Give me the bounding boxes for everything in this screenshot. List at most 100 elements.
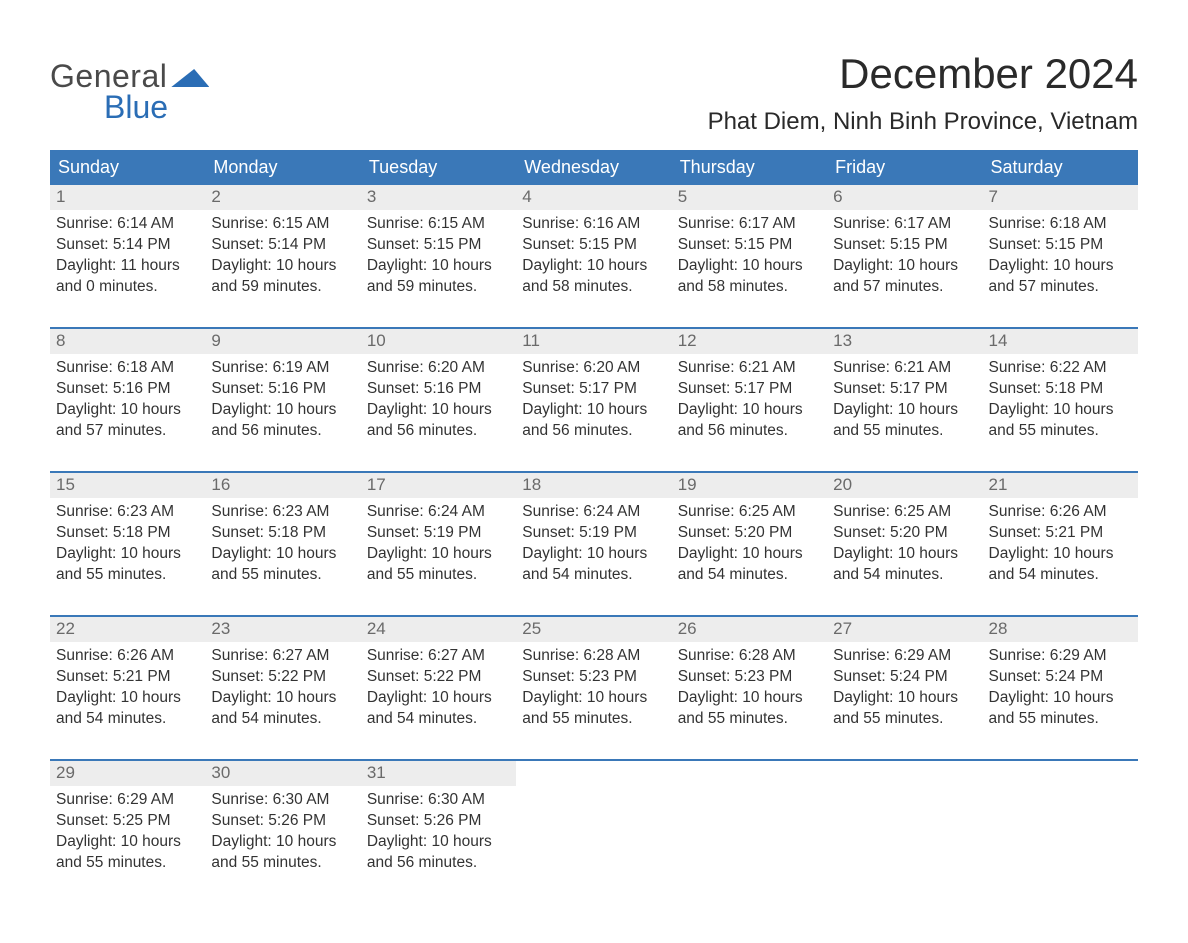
day-cell: 15Sunrise: 6:23 AMSunset: 5:18 PMDayligh…	[50, 473, 205, 591]
day-cell: 26Sunrise: 6:28 AMSunset: 5:23 PMDayligh…	[672, 617, 827, 735]
dow-thursday: Thursday	[672, 150, 827, 185]
day-number: 27	[827, 617, 982, 642]
day-cell: 12Sunrise: 6:21 AMSunset: 5:17 PMDayligh…	[672, 329, 827, 447]
day-cell: 4Sunrise: 6:16 AMSunset: 5:15 PMDaylight…	[516, 185, 671, 303]
day-details: Sunrise: 6:28 AMSunset: 5:23 PMDaylight:…	[672, 642, 827, 734]
day-number: 14	[983, 329, 1138, 354]
day-cell: 16Sunrise: 6:23 AMSunset: 5:18 PMDayligh…	[205, 473, 360, 591]
day-cell: 9Sunrise: 6:19 AMSunset: 5:16 PMDaylight…	[205, 329, 360, 447]
day-details: Sunrise: 6:14 AMSunset: 5:14 PMDaylight:…	[50, 210, 205, 302]
week-row: 22Sunrise: 6:26 AMSunset: 5:21 PMDayligh…	[50, 615, 1138, 735]
day-cell: 2Sunrise: 6:15 AMSunset: 5:14 PMDaylight…	[205, 185, 360, 303]
day-cell: 21Sunrise: 6:26 AMSunset: 5:21 PMDayligh…	[983, 473, 1138, 591]
day-cell: 5Sunrise: 6:17 AMSunset: 5:15 PMDaylight…	[672, 185, 827, 303]
day-number: 11	[516, 329, 671, 354]
day-cell: 6Sunrise: 6:17 AMSunset: 5:15 PMDaylight…	[827, 185, 982, 303]
day-cell: 23Sunrise: 6:27 AMSunset: 5:22 PMDayligh…	[205, 617, 360, 735]
day-details: Sunrise: 6:29 AMSunset: 5:24 PMDaylight:…	[827, 642, 982, 734]
empty-day-cell	[827, 761, 982, 879]
header: General Blue December 2024 Phat Diem, Ni…	[50, 50, 1138, 136]
day-cell: 8Sunrise: 6:18 AMSunset: 5:16 PMDaylight…	[50, 329, 205, 447]
day-details: Sunrise: 6:23 AMSunset: 5:18 PMDaylight:…	[50, 498, 205, 590]
day-details: Sunrise: 6:19 AMSunset: 5:16 PMDaylight:…	[205, 354, 360, 446]
day-cell: 10Sunrise: 6:20 AMSunset: 5:16 PMDayligh…	[361, 329, 516, 447]
empty-day-cell	[983, 761, 1138, 879]
day-of-week-header: SundayMondayTuesdayWednesdayThursdayFrid…	[50, 150, 1138, 185]
day-details: Sunrise: 6:22 AMSunset: 5:18 PMDaylight:…	[983, 354, 1138, 446]
day-number: 8	[50, 329, 205, 354]
day-cell: 19Sunrise: 6:25 AMSunset: 5:20 PMDayligh…	[672, 473, 827, 591]
day-details: Sunrise: 6:16 AMSunset: 5:15 PMDaylight:…	[516, 210, 671, 302]
week-row: 1Sunrise: 6:14 AMSunset: 5:14 PMDaylight…	[50, 185, 1138, 303]
dow-wednesday: Wednesday	[516, 150, 671, 185]
day-cell: 27Sunrise: 6:29 AMSunset: 5:24 PMDayligh…	[827, 617, 982, 735]
day-details: Sunrise: 6:29 AMSunset: 5:25 PMDaylight:…	[50, 786, 205, 878]
day-number: 17	[361, 473, 516, 498]
day-cell: 7Sunrise: 6:18 AMSunset: 5:15 PMDaylight…	[983, 185, 1138, 303]
day-cell: 20Sunrise: 6:25 AMSunset: 5:20 PMDayligh…	[827, 473, 982, 591]
logo-triangle-icon	[171, 69, 209, 87]
day-details: Sunrise: 6:30 AMSunset: 5:26 PMDaylight:…	[361, 786, 516, 878]
day-details: Sunrise: 6:21 AMSunset: 5:17 PMDaylight:…	[672, 354, 827, 446]
day-number: 18	[516, 473, 671, 498]
empty-day-cell	[672, 761, 827, 879]
day-cell: 30Sunrise: 6:30 AMSunset: 5:26 PMDayligh…	[205, 761, 360, 879]
empty-day-cell	[516, 761, 671, 879]
location-text: Phat Diem, Ninh Binh Province, Vietnam	[708, 108, 1138, 136]
dow-sunday: Sunday	[50, 150, 205, 185]
day-number: 21	[983, 473, 1138, 498]
dow-tuesday: Tuesday	[361, 150, 516, 185]
day-number: 4	[516, 185, 671, 210]
day-cell: 24Sunrise: 6:27 AMSunset: 5:22 PMDayligh…	[361, 617, 516, 735]
day-details: Sunrise: 6:18 AMSunset: 5:16 PMDaylight:…	[50, 354, 205, 446]
week-row: 15Sunrise: 6:23 AMSunset: 5:18 PMDayligh…	[50, 471, 1138, 591]
day-number: 24	[361, 617, 516, 642]
title-block: December 2024 Phat Diem, Ninh Binh Provi…	[708, 50, 1138, 136]
day-details: Sunrise: 6:25 AMSunset: 5:20 PMDaylight:…	[827, 498, 982, 590]
day-number: 15	[50, 473, 205, 498]
day-details: Sunrise: 6:24 AMSunset: 5:19 PMDaylight:…	[361, 498, 516, 590]
day-cell: 17Sunrise: 6:24 AMSunset: 5:19 PMDayligh…	[361, 473, 516, 591]
day-details: Sunrise: 6:27 AMSunset: 5:22 PMDaylight:…	[205, 642, 360, 734]
day-number: 23	[205, 617, 360, 642]
day-details: Sunrise: 6:25 AMSunset: 5:20 PMDaylight:…	[672, 498, 827, 590]
day-details: Sunrise: 6:27 AMSunset: 5:22 PMDaylight:…	[361, 642, 516, 734]
day-number: 19	[672, 473, 827, 498]
day-number: 5	[672, 185, 827, 210]
month-title: December 2024	[708, 50, 1138, 98]
dow-monday: Monday	[205, 150, 360, 185]
day-number: 30	[205, 761, 360, 786]
day-cell: 28Sunrise: 6:29 AMSunset: 5:24 PMDayligh…	[983, 617, 1138, 735]
day-number: 9	[205, 329, 360, 354]
day-details: Sunrise: 6:30 AMSunset: 5:26 PMDaylight:…	[205, 786, 360, 878]
day-number: 26	[672, 617, 827, 642]
day-details: Sunrise: 6:15 AMSunset: 5:14 PMDaylight:…	[205, 210, 360, 302]
dow-friday: Friday	[827, 150, 982, 185]
day-details: Sunrise: 6:21 AMSunset: 5:17 PMDaylight:…	[827, 354, 982, 446]
day-cell: 25Sunrise: 6:28 AMSunset: 5:23 PMDayligh…	[516, 617, 671, 735]
day-number: 10	[361, 329, 516, 354]
day-number: 1	[50, 185, 205, 210]
day-number: 7	[983, 185, 1138, 210]
day-details: Sunrise: 6:17 AMSunset: 5:15 PMDaylight:…	[827, 210, 982, 302]
day-details: Sunrise: 6:26 AMSunset: 5:21 PMDaylight:…	[50, 642, 205, 734]
day-cell: 11Sunrise: 6:20 AMSunset: 5:17 PMDayligh…	[516, 329, 671, 447]
day-cell: 1Sunrise: 6:14 AMSunset: 5:14 PMDaylight…	[50, 185, 205, 303]
day-cell: 13Sunrise: 6:21 AMSunset: 5:17 PMDayligh…	[827, 329, 982, 447]
day-number: 20	[827, 473, 982, 498]
day-details: Sunrise: 6:28 AMSunset: 5:23 PMDaylight:…	[516, 642, 671, 734]
day-number: 3	[361, 185, 516, 210]
day-details: Sunrise: 6:29 AMSunset: 5:24 PMDaylight:…	[983, 642, 1138, 734]
week-row: 29Sunrise: 6:29 AMSunset: 5:25 PMDayligh…	[50, 759, 1138, 879]
day-number: 31	[361, 761, 516, 786]
day-number: 22	[50, 617, 205, 642]
week-row: 8Sunrise: 6:18 AMSunset: 5:16 PMDaylight…	[50, 327, 1138, 447]
day-details: Sunrise: 6:17 AMSunset: 5:15 PMDaylight:…	[672, 210, 827, 302]
day-details: Sunrise: 6:23 AMSunset: 5:18 PMDaylight:…	[205, 498, 360, 590]
day-number: 6	[827, 185, 982, 210]
logo: General Blue	[50, 58, 209, 126]
day-number: 2	[205, 185, 360, 210]
day-number: 13	[827, 329, 982, 354]
day-cell: 29Sunrise: 6:29 AMSunset: 5:25 PMDayligh…	[50, 761, 205, 879]
day-details: Sunrise: 6:20 AMSunset: 5:16 PMDaylight:…	[361, 354, 516, 446]
